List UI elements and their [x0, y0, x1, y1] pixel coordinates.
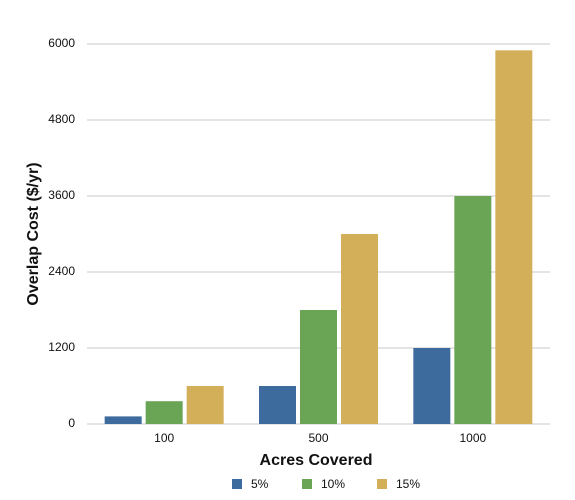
legend-swatch [232, 479, 242, 489]
bar [454, 196, 492, 424]
bar [495, 50, 533, 424]
legend-label: 5% [251, 477, 269, 491]
y-tick-label: 3600 [48, 188, 75, 202]
bar [413, 348, 451, 424]
legend-swatch [302, 479, 312, 489]
y-tick-label: 1200 [48, 340, 75, 354]
bar [104, 416, 142, 424]
y-tick-label: 2400 [48, 264, 75, 278]
bar [186, 386, 224, 424]
y-tick-label: 0 [68, 416, 75, 430]
bar [259, 386, 296, 424]
legend-label: 15% [396, 477, 420, 491]
y-tick-label: 4800 [48, 112, 75, 126]
y-axis-title: Overlap Cost ($/yr) [25, 162, 42, 305]
legend-swatch [377, 479, 387, 489]
x-tick-label: 100 [154, 431, 174, 445]
bar [341, 234, 378, 424]
bar [300, 310, 337, 424]
x-tick-label: 1000 [459, 431, 486, 445]
legend-label: 10% [321, 477, 345, 491]
y-tick-label: 6000 [48, 36, 75, 50]
x-axis-title: Acres Covered [260, 452, 373, 469]
x-tick-label: 500 [308, 431, 328, 445]
bar [145, 401, 183, 424]
